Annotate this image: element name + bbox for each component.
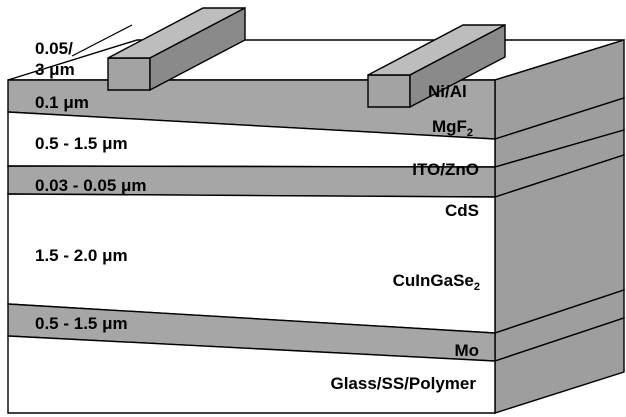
cds-thickness-label: 0.03 - 0.05 μm [35,176,147,195]
mo-material-label: Mo [454,341,479,360]
mo-thickness-label: 0.5 - 1.5 μm [35,314,128,333]
substrate-layer [7,335,496,414]
mgf2-thickness-label: 0.1 μm [35,93,89,112]
contact-thickness-label-2: 3 μm [35,60,75,79]
contact-finger-back [107,6,246,92]
cigs-material-label: CuInGaSe2 [393,271,480,293]
thickness-leader-line [71,24,133,57]
cds-material-label: CdS [445,201,479,220]
mgf2-material-label: MgF2 [432,117,473,139]
contact-material-label: Ni/Al [428,82,467,101]
substrate-material-label: Glass/SS/Polymer [330,374,476,393]
ito-zno-material-label: ITO/ZnO [412,160,479,179]
contact-thickness-label-1: 0.05/ [35,39,73,58]
ito-zno-thickness-label: 0.5 - 1.5 μm [35,134,128,153]
contact-finger-front [367,23,506,109]
cigs-thickness-label: 1.5 - 2.0 μm [35,246,128,265]
